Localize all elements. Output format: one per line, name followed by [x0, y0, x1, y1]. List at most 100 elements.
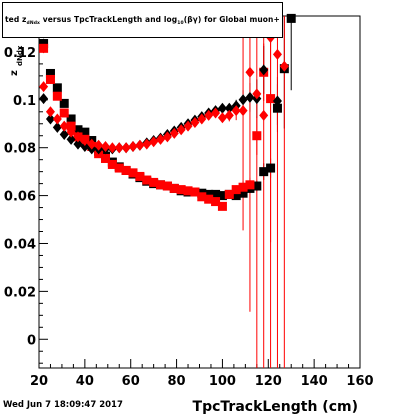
data-point-diamond: [135, 139, 145, 151]
data-point-square: [211, 197, 221, 207]
data-point-diamond: [128, 141, 138, 153]
plot-title-box: ted zdNdx versus TpcTrackLength and log1…: [2, 2, 283, 38]
data-point-square: [204, 189, 214, 199]
data-point-square: [286, 13, 296, 23]
y-axis-title-subscript: dNdx: [16, 45, 24, 66]
data-point-square: [252, 181, 262, 191]
data-point-square: [266, 163, 276, 173]
title-sub-1: dNdx: [26, 21, 41, 26]
x-tick-label: 100: [209, 374, 236, 389]
x-tick-label: 160: [346, 374, 373, 389]
data-point-diamond: [52, 113, 62, 125]
data-point-square: [231, 185, 241, 195]
data-point-square: [59, 98, 69, 108]
data-point-diamond: [190, 117, 200, 129]
data-point-square: [45, 74, 55, 84]
data-point-diamond: [245, 91, 255, 103]
data-point-diamond: [224, 102, 234, 114]
y-tick-label: 0.06: [4, 190, 36, 205]
data-point-square: [121, 165, 131, 175]
x-tick-label: 60: [122, 374, 140, 389]
data-point-diamond: [279, 60, 289, 72]
data-point-diamond: [238, 94, 248, 106]
data-point-diamond: [156, 133, 166, 145]
tick-labels: 20 40 60 80 100 120 140 160 0 0.02 0.04 0.06 0.08 0.1…: [4, 46, 374, 389]
data-point-diamond: [114, 142, 124, 154]
data-point-square: [59, 108, 69, 118]
data-point-square: [217, 201, 227, 211]
data-point-square: [266, 94, 276, 104]
data-point-square: [197, 192, 207, 202]
data-point-diamond: [59, 129, 69, 141]
data-point-square: [162, 181, 172, 191]
data-point-square: [149, 177, 159, 187]
data-point-square: [252, 131, 262, 141]
data-point-diamond: [87, 138, 97, 150]
data-point-diamond: [259, 64, 269, 76]
x-tick-label: 40: [76, 374, 94, 389]
title-sub-2: 10: [177, 21, 184, 26]
y-tick-label: 0.12: [4, 46, 36, 61]
data-point-square: [169, 183, 179, 193]
title-part-1: ted z: [5, 15, 27, 24]
x-tick-label: 80: [168, 374, 186, 389]
data-point-diamond: [107, 142, 117, 154]
data-point-square: [156, 180, 166, 190]
x-axis-title: TpcTrackLength (cm): [193, 399, 358, 414]
data-point-diamond: [162, 131, 172, 143]
data-point-diamond: [217, 112, 227, 124]
data-point-diamond: [224, 109, 234, 121]
data-point-diamond: [231, 105, 241, 117]
data-point-square: [100, 153, 110, 163]
data-point-diamond: [169, 127, 179, 139]
data-point-square: [66, 121, 76, 131]
data-point-diamond: [245, 66, 255, 78]
data-point-square: [238, 182, 248, 192]
y-tick-label: 0.1: [13, 94, 36, 109]
data-point-diamond: [100, 141, 110, 153]
data-point-diamond: [238, 105, 248, 117]
data-point-square: [238, 188, 248, 198]
data-point-diamond: [80, 135, 90, 147]
data-point-diamond: [66, 133, 76, 145]
data-point-diamond: [259, 109, 269, 121]
data-point-diamond: [45, 113, 55, 125]
x-tick-label: 140: [301, 374, 328, 389]
data-point-diamond: [204, 109, 214, 121]
data-point-diamond: [272, 95, 282, 107]
data-point-diamond: [73, 131, 83, 143]
data-point-square: [142, 175, 152, 185]
data-point-square: [224, 189, 234, 199]
data-point-square: [259, 167, 269, 177]
data-point-diamond: [52, 121, 62, 133]
data-point-square: [128, 168, 138, 178]
data-point-square: [245, 180, 255, 190]
y-tick-label: 0.04: [4, 237, 36, 252]
data-point-diamond: [59, 120, 69, 132]
data-point-square: [73, 125, 83, 135]
data-point-square: [52, 91, 62, 101]
timestamp: Wed Jun 7 18:09:47 2017: [3, 400, 123, 410]
data-point-square: [80, 127, 90, 137]
data-point-diamond: [217, 102, 227, 114]
data-point-square: [66, 114, 76, 124]
data-point-diamond: [121, 142, 131, 154]
data-point-square: [272, 103, 282, 113]
title-part-3: (βγ) for Global muon+: [183, 15, 280, 24]
data-point-diamond: [73, 138, 83, 150]
data-point-square: [183, 186, 193, 196]
data-point-diamond: [80, 141, 90, 153]
data-point-square: [190, 187, 200, 197]
data-point-diamond: [45, 106, 55, 118]
axis-ticks: [38, 27, 361, 368]
data-point-square: [39, 39, 49, 49]
data-point-diamond: [211, 107, 221, 119]
data-point-square: [231, 191, 241, 201]
data-point-diamond: [197, 113, 207, 125]
data-point-square: [135, 171, 145, 181]
y-tick-label: 0.02: [4, 285, 36, 300]
data-point-square: [114, 163, 124, 173]
data-point-diamond: [39, 93, 49, 105]
